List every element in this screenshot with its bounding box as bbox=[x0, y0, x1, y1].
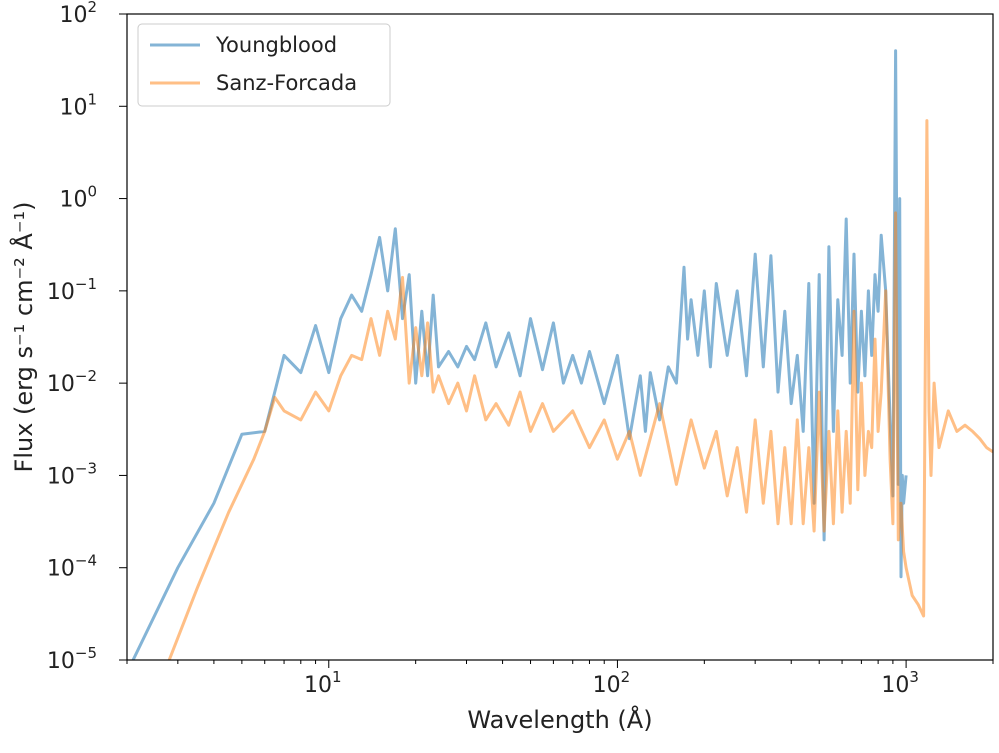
x-tick-label: 101 bbox=[304, 668, 342, 698]
series-layer bbox=[131, 49, 993, 660]
x-tick-label: 102 bbox=[593, 668, 631, 698]
plot-frame bbox=[126, 13, 994, 661]
legend-label-youngblood: Youngblood bbox=[215, 33, 337, 57]
y-tick-label: 10−4 bbox=[47, 552, 97, 582]
y-axis-label: Flux (erg s⁻¹ cm⁻² Å⁻¹) bbox=[9, 202, 38, 473]
y-tick-label: 100 bbox=[59, 183, 97, 213]
y-tick-label: 10−1 bbox=[47, 275, 97, 305]
y-axis-ticks: 10−5 10−4 10−3 10−2 10−1 100 101 102 bbox=[47, 0, 127, 674]
x-axis-label: Wavelength (Å) bbox=[467, 705, 652, 734]
series-line-sanz-forcada bbox=[167, 119, 993, 660]
y-tick-label: 10−5 bbox=[47, 644, 97, 674]
y-tick-label: 102 bbox=[59, 0, 97, 28]
y-tick-label: 10−2 bbox=[47, 367, 97, 397]
y-tick-label: 10−3 bbox=[47, 459, 97, 489]
x-tick-label: 103 bbox=[881, 668, 919, 698]
legend-label-sanz-forcada: Sanz-Forcada bbox=[216, 71, 357, 95]
x-axis-ticks: 101 102 103 bbox=[126, 660, 994, 698]
y-tick-label: 101 bbox=[59, 90, 97, 120]
legend: Youngblood Sanz-Forcada bbox=[137, 23, 391, 107]
series-line-youngblood bbox=[131, 49, 908, 660]
legend-box bbox=[137, 23, 391, 107]
